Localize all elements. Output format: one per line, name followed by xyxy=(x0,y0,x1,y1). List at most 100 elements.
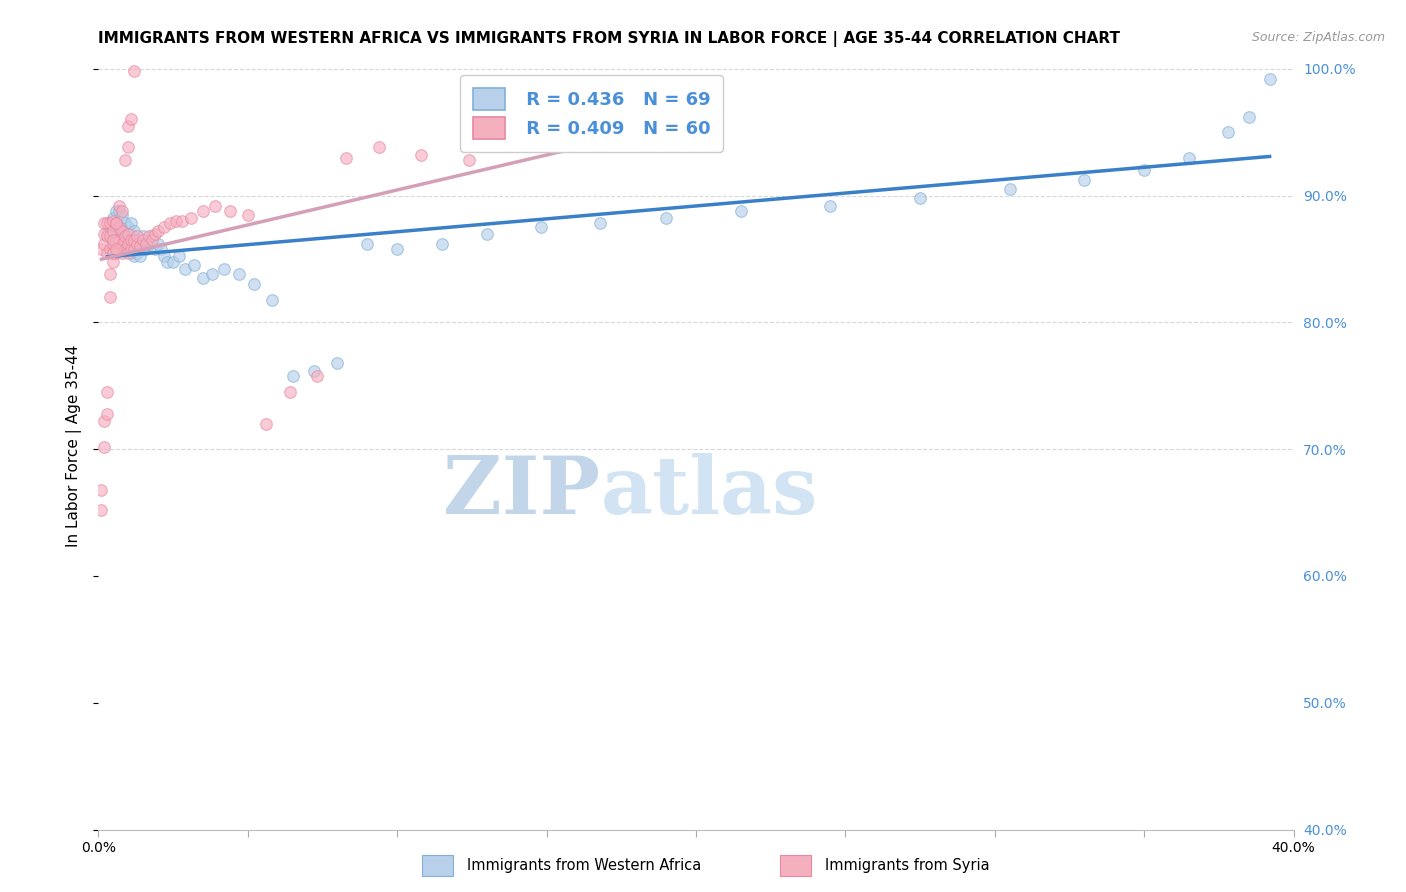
Point xyxy=(1216,125,1239,139)
Point xyxy=(96,385,118,400)
Text: ZIP: ZIP xyxy=(443,453,600,531)
Point xyxy=(111,224,134,238)
Point xyxy=(1237,110,1260,124)
Point xyxy=(103,254,125,268)
Point xyxy=(108,242,131,256)
Point xyxy=(114,242,136,256)
Point xyxy=(120,227,142,241)
Point xyxy=(117,236,139,251)
Point xyxy=(148,236,170,251)
Point xyxy=(183,258,205,272)
Legend:  R = 0.436   N = 69,  R = 0.409   N = 60: R = 0.436 N = 69, R = 0.409 N = 60 xyxy=(460,75,723,152)
Point xyxy=(236,208,259,222)
Point xyxy=(430,236,453,251)
Point xyxy=(98,229,122,244)
Point xyxy=(143,227,166,241)
Point xyxy=(655,211,678,226)
Point xyxy=(127,236,149,251)
Point xyxy=(124,249,146,263)
Point xyxy=(589,217,612,231)
Bar xyxy=(422,855,453,876)
Point xyxy=(98,290,122,304)
Point xyxy=(356,236,378,251)
Point xyxy=(117,227,139,241)
Point xyxy=(103,233,125,247)
Point xyxy=(326,356,349,370)
Point xyxy=(148,224,170,238)
Point xyxy=(103,211,125,226)
Point xyxy=(111,245,134,260)
Point xyxy=(108,220,131,235)
Point xyxy=(132,233,155,247)
Point xyxy=(368,140,391,154)
Point xyxy=(114,217,136,231)
Point xyxy=(191,271,214,285)
Point xyxy=(212,262,235,277)
Point xyxy=(93,227,115,241)
Point xyxy=(120,242,142,256)
Point xyxy=(96,407,118,421)
Point xyxy=(93,440,115,454)
Point xyxy=(108,199,131,213)
Point xyxy=(124,64,146,78)
Point xyxy=(998,182,1021,196)
Point xyxy=(512,137,534,152)
Point xyxy=(90,242,112,256)
Point xyxy=(93,236,115,251)
Point xyxy=(108,233,131,247)
Point xyxy=(1258,71,1281,86)
Point xyxy=(111,236,134,251)
Point xyxy=(117,245,139,260)
Point xyxy=(141,229,163,244)
Point xyxy=(153,249,176,263)
Point xyxy=(103,229,125,244)
Point xyxy=(105,242,128,256)
Point xyxy=(640,115,662,129)
Point xyxy=(111,203,134,218)
Point xyxy=(103,245,125,260)
Text: IMMIGRANTS FROM WESTERN AFRICA VS IMMIGRANTS FROM SYRIA IN LABOR FORCE | AGE 35-: IMMIGRANTS FROM WESTERN AFRICA VS IMMIGR… xyxy=(98,31,1121,47)
Point xyxy=(260,293,283,307)
Point xyxy=(108,233,131,247)
Point xyxy=(165,214,187,228)
Point xyxy=(105,217,128,231)
Point xyxy=(117,140,139,154)
Point xyxy=(201,267,224,281)
Point xyxy=(278,385,301,400)
Point xyxy=(138,236,160,251)
Point xyxy=(475,227,498,241)
Text: Immigrants from Syria: Immigrants from Syria xyxy=(825,858,990,872)
Point xyxy=(111,208,134,222)
Point xyxy=(120,236,142,251)
Point xyxy=(1073,173,1095,187)
Point xyxy=(281,368,304,383)
Point xyxy=(124,242,146,256)
Point xyxy=(96,229,118,244)
Point xyxy=(908,191,931,205)
Point xyxy=(228,267,250,281)
Point xyxy=(124,224,146,238)
Point xyxy=(129,239,152,253)
Point xyxy=(93,217,115,231)
Point xyxy=(120,112,142,127)
Point xyxy=(174,262,197,277)
Point xyxy=(191,203,214,218)
Point xyxy=(820,199,842,213)
Text: atlas: atlas xyxy=(600,453,818,531)
Point xyxy=(458,153,481,167)
Point xyxy=(571,122,593,136)
Point xyxy=(150,242,173,256)
Point xyxy=(105,224,128,238)
Point xyxy=(135,242,157,256)
Point xyxy=(93,414,115,428)
Point xyxy=(138,229,160,244)
Point xyxy=(96,245,118,260)
Point xyxy=(132,229,155,244)
Point xyxy=(180,211,202,226)
Point xyxy=(127,233,149,247)
Point xyxy=(98,217,122,231)
Point xyxy=(172,214,194,228)
Point xyxy=(1178,151,1201,165)
Point xyxy=(117,119,139,133)
Point xyxy=(105,233,128,247)
